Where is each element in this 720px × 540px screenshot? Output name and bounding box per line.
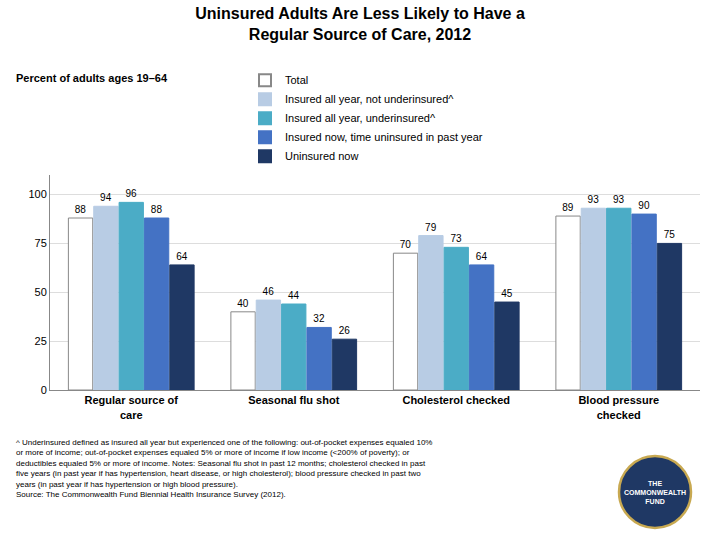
svg-text:Regular source ofcare: Regular source ofcare bbox=[84, 394, 178, 420]
svg-text:96: 96 bbox=[125, 188, 137, 199]
svg-text:93: 93 bbox=[588, 194, 600, 205]
svg-text:73: 73 bbox=[450, 233, 462, 244]
svg-text:90: 90 bbox=[638, 200, 650, 211]
svg-text:70: 70 bbox=[400, 239, 412, 250]
svg-text:88: 88 bbox=[151, 204, 163, 215]
svg-text:64: 64 bbox=[476, 251, 488, 262]
svg-text:Insured all year, not underins: Insured all year, not underinsured^ bbox=[285, 93, 454, 105]
svg-text:0: 0 bbox=[41, 384, 47, 396]
svg-text:32: 32 bbox=[313, 313, 325, 324]
svg-text:Uninsured Adults Are Less Like: Uninsured Adults Are Less Likely to Have… bbox=[195, 5, 525, 43]
svg-text:Blood pressurechecked: Blood pressurechecked bbox=[578, 394, 659, 420]
svg-text:Percent of adults ages 19–64: Percent of adults ages 19–64 bbox=[16, 72, 168, 84]
svg-text:94: 94 bbox=[100, 192, 112, 203]
svg-text:64: 64 bbox=[176, 251, 188, 262]
svg-text:25: 25 bbox=[35, 335, 47, 347]
svg-text:79: 79 bbox=[425, 222, 437, 233]
svg-text:Insured now, time uninsured in: Insured now, time uninsured in past year bbox=[285, 131, 483, 143]
svg-text:THECOMMONWEALTHFUND: THECOMMONWEALTHFUND bbox=[624, 480, 686, 505]
svg-text:Total: Total bbox=[285, 74, 308, 86]
svg-text:26: 26 bbox=[339, 325, 351, 336]
svg-text:88: 88 bbox=[75, 204, 87, 215]
svg-text:75: 75 bbox=[35, 237, 47, 249]
svg-text:Uninsured now: Uninsured now bbox=[285, 150, 358, 162]
svg-text:^ Underinsured defined as insu: ^ Underinsured defined as insured all ye… bbox=[16, 438, 432, 499]
svg-text:93: 93 bbox=[613, 194, 625, 205]
svg-text:50: 50 bbox=[35, 286, 47, 298]
svg-text:Cholesterol checked: Cholesterol checked bbox=[402, 394, 510, 406]
svg-text:89: 89 bbox=[562, 202, 574, 213]
svg-text:75: 75 bbox=[664, 229, 676, 240]
svg-text:100: 100 bbox=[28, 188, 46, 200]
svg-text:40: 40 bbox=[237, 298, 249, 309]
svg-text:Insured all year, underinsured: Insured all year, underinsured^ bbox=[285, 112, 436, 124]
svg-text:46: 46 bbox=[263, 286, 275, 297]
svg-text:45: 45 bbox=[501, 288, 513, 299]
svg-text:Seasonal flu shot: Seasonal flu shot bbox=[248, 394, 339, 406]
svg-text:44: 44 bbox=[288, 290, 300, 301]
